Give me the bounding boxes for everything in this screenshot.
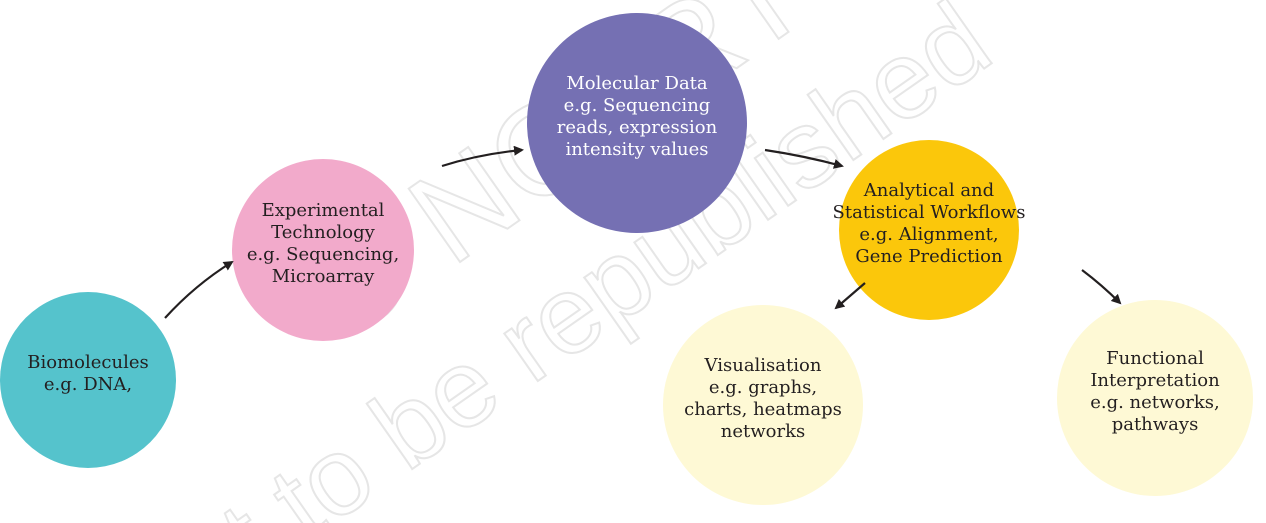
node-label: Analytical and [863,180,994,201]
node-circle [663,305,863,505]
node-circle [0,292,176,468]
node-label: Interpretation [1090,370,1220,391]
node-circle [1057,300,1253,496]
node-label: pathways [1112,414,1199,435]
node-label: Molecular Data [566,73,708,94]
node-label: Visualisation [704,355,822,376]
arrow [1081,269,1122,305]
node-label: e.g. Sequencing [564,95,711,116]
node-label: Statistical Workflows [833,202,1026,223]
node-label: charts, heatmaps [684,399,842,420]
arrow [164,260,234,319]
node-label: reads, expression [557,117,718,138]
node-circle [839,140,1019,320]
node-label: Gene Prediction [855,246,1003,267]
node-label: e.g. graphs, [709,377,817,398]
node-label: e.g. Sequencing, [247,244,399,265]
node-label: e.g. networks, [1090,392,1220,413]
arrow [834,282,866,310]
node-label: intensity values [565,139,708,160]
node-label: Microarray [272,266,375,287]
node-label: Technology [271,222,375,243]
node-label: e.g. Alignment, [859,224,998,245]
node-label: Experimental [262,200,385,221]
node-label: networks [721,421,805,442]
node-label: e.g. DNA, [44,374,132,395]
node-circle [527,13,747,233]
arrow [764,148,844,169]
node-circle [232,159,414,341]
arrow [441,145,524,168]
node-label: Biomolecules [27,352,148,373]
node-label: Functional [1106,348,1204,369]
